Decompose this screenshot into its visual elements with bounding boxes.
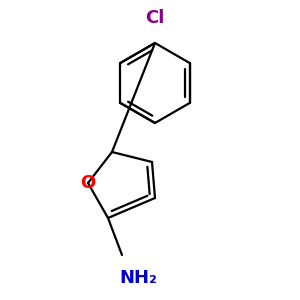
Text: O: O bbox=[80, 174, 96, 192]
Text: Cl: Cl bbox=[145, 9, 165, 27]
Text: NH₂: NH₂ bbox=[119, 269, 157, 287]
